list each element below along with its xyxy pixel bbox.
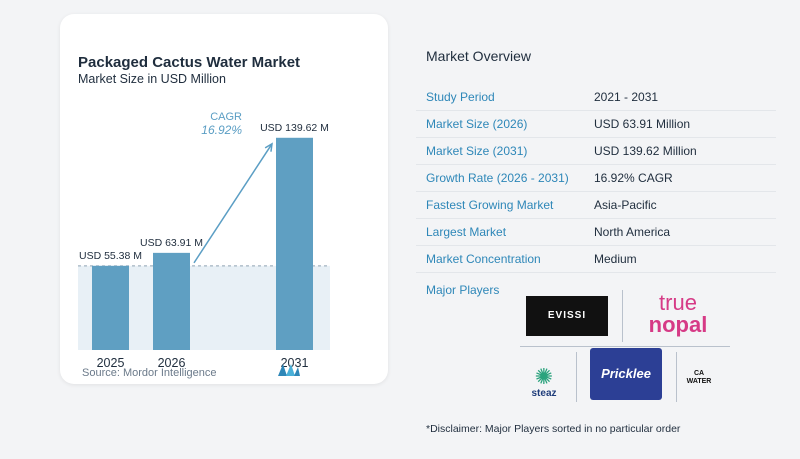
overview-row: Study Period 2021 - 2031 — [416, 84, 776, 111]
overview-row-value: Medium — [594, 252, 637, 266]
bar-2026 — [153, 252, 190, 350]
evissi-logo: EVISSI — [526, 296, 608, 336]
steaz-icon: ✺ — [534, 364, 554, 389]
nopal-word: nopal — [648, 312, 708, 337]
overview-row-key: Fastest Growing Market — [426, 198, 554, 212]
x-tick-label: 2031 — [281, 356, 309, 370]
bar-value-label: USD 55.38 M — [79, 250, 142, 262]
mordor-logo-icon — [278, 364, 300, 376]
overview-row-key: Largest Market — [426, 225, 507, 239]
overview-table: Study Period 2021 - 2031 Market Size (2026… — [416, 84, 776, 273]
x-tick-label: 2026 — [158, 356, 186, 370]
players-label: Major Players — [426, 283, 500, 297]
true-nopal-logo: true nopal — [638, 292, 718, 336]
cagr-arrow-line — [193, 143, 273, 264]
source-text: Source: Mordor Intelligence — [82, 367, 217, 379]
overview-row: Market Concentration Medium — [416, 246, 776, 273]
cagr-arrowhead — [264, 142, 273, 152]
overview-row: Growth Rate (2026 - 2031) 16.92% CAGR — [416, 165, 776, 192]
overview-row-value: USD 63.91 Million — [594, 117, 691, 131]
overview-row: Largest Market North America — [416, 219, 776, 246]
bar-2031 — [276, 137, 313, 350]
overview-row-key: Market Size (2026) — [426, 117, 528, 131]
pricklee-logo: Pricklee — [590, 348, 662, 400]
bar-2025 — [92, 265, 129, 350]
overview-row-value: Asia-Pacific — [594, 198, 657, 212]
overview-row-value: North America — [594, 225, 671, 239]
x-tick-label: 2025 — [97, 356, 125, 370]
cagr-value: 16.92% — [201, 123, 242, 137]
overview-row-key: Study Period — [426, 90, 495, 104]
overview-row: Market Size (2026) USD 63.91 Million — [416, 111, 776, 138]
overview-row-value: 16.92% CAGR — [594, 171, 673, 185]
overview-row-key: Market Size (2031) — [426, 144, 528, 158]
chart-card: Packaged Cactus Water Market Market Size… — [60, 14, 388, 384]
overview-row-value: USD 139.62 Million — [594, 144, 697, 158]
steaz-word: steaz — [531, 388, 557, 399]
overview-row-key: Market Concentration — [426, 252, 541, 266]
chart-title: Packaged Cactus Water Market — [78, 54, 301, 71]
steaz-logo: ✺ steaz — [524, 364, 564, 400]
bar-chart: USD 55.38 M 2025 USD 63.91 M 2026 USD 139.62… — [78, 111, 330, 370]
overview-row: Fastest Growing Market Asia-Pacific — [416, 192, 776, 219]
chart-subtitle: Market Size in USD Million — [78, 72, 226, 86]
bar-value-label: USD 139.62 M — [260, 122, 329, 134]
overview-row-key: Growth Rate (2026 - 2031) — [426, 171, 569, 185]
true-word: true — [659, 290, 697, 315]
bar-value-label: USD 63.91 M — [140, 237, 203, 249]
cagr-label: CAGR — [210, 111, 242, 123]
disclaimer: *Disclaimer: Major Players sorted in no … — [426, 423, 681, 435]
overview-row: Market Size (2031) USD 139.62 Million — [416, 138, 776, 165]
overview-row-value: 2021 - 2031 — [594, 90, 659, 104]
ca-water-logo: CA WATER — [686, 370, 712, 385]
overview-title: Market Overview — [426, 48, 532, 64]
